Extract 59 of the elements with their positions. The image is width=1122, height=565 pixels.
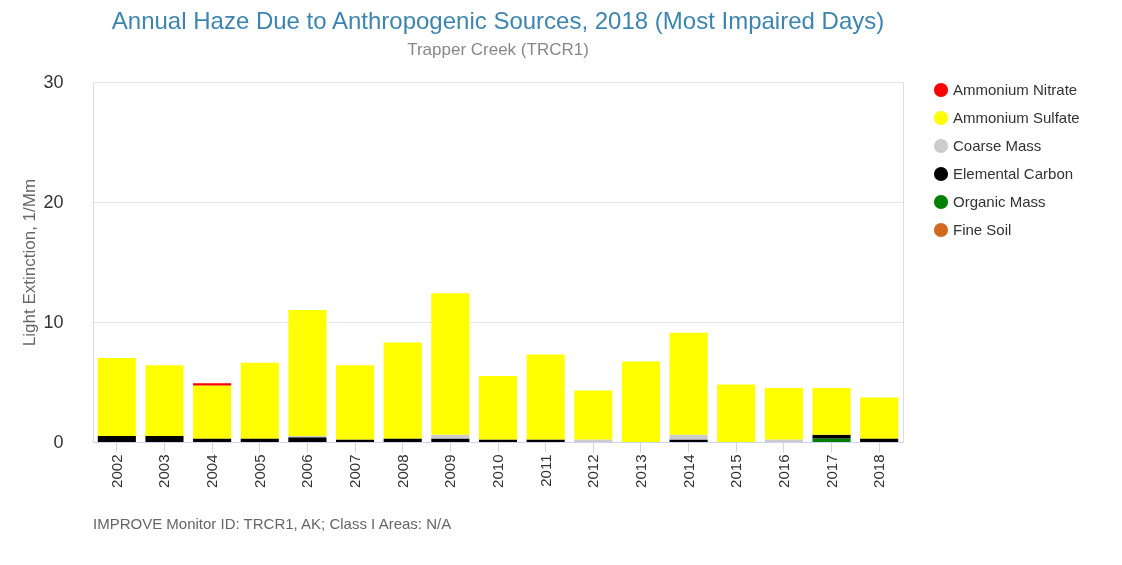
bar bbox=[240, 438, 279, 442]
bar bbox=[288, 437, 327, 442]
bar bbox=[860, 438, 899, 442]
legend-label: Coarse Mass bbox=[953, 137, 1042, 154]
y-tick-label: 20 bbox=[43, 191, 64, 212]
bar bbox=[478, 376, 518, 440]
bar bbox=[574, 390, 613, 440]
bar bbox=[383, 438, 422, 442]
x-tick-label: 2017 bbox=[822, 454, 840, 488]
x-tick-label: 2011 bbox=[536, 454, 554, 487]
bar bbox=[764, 388, 803, 440]
bar bbox=[336, 365, 375, 440]
legend-label: Organic Mass bbox=[953, 193, 1046, 210]
x-tick-label: 2018 bbox=[870, 454, 888, 488]
x-tick-label: 2003 bbox=[155, 454, 173, 488]
text: IMPROVE Monitor ID: TRCR1, AK; Class I Areas: N/A bbox=[93, 515, 452, 532]
legend-label: Ammonium Nitrate bbox=[953, 81, 1078, 98]
y-tick-label: 10 bbox=[43, 311, 64, 332]
bar bbox=[97, 358, 136, 436]
bar bbox=[431, 293, 470, 435]
bar bbox=[526, 354, 565, 440]
bar bbox=[383, 342, 422, 439]
x-tick-label: 2004 bbox=[203, 454, 221, 488]
bar bbox=[193, 385, 232, 439]
y-tick-label: 0 bbox=[53, 431, 64, 452]
x-tick-label: 2007 bbox=[346, 454, 364, 488]
bar bbox=[621, 361, 660, 442]
bar bbox=[193, 438, 232, 442]
x-tick-label: 2012 bbox=[584, 454, 602, 488]
bar bbox=[860, 397, 899, 439]
bar bbox=[288, 310, 327, 436]
x-tick-label: 2008 bbox=[393, 454, 411, 488]
bar bbox=[812, 438, 851, 442]
bar bbox=[431, 438, 470, 442]
x-tick-label: 2010 bbox=[489, 454, 506, 488]
bar bbox=[240, 362, 279, 439]
bar bbox=[193, 383, 232, 386]
y-tick-label: 30 bbox=[43, 71, 64, 92]
bar bbox=[145, 365, 184, 436]
legend-label: Fine Soil bbox=[953, 221, 1012, 238]
x-tick-label: 2006 bbox=[298, 454, 316, 488]
bar bbox=[145, 436, 184, 442]
x-tick-label: 2009 bbox=[441, 454, 459, 488]
x-tick-label: 2016 bbox=[774, 454, 792, 488]
x-tick-label: 2014 bbox=[679, 454, 697, 488]
bar bbox=[717, 384, 756, 442]
legend-label: Elemental Carbon bbox=[953, 165, 1074, 182]
legend-label: Ammonium Sulfate bbox=[953, 109, 1080, 126]
y-axis-title: Light Extinction, 1/Mm bbox=[20, 178, 40, 347]
x-tick-label: 2005 bbox=[250, 454, 268, 488]
bar bbox=[669, 434, 708, 440]
bar bbox=[97, 436, 136, 442]
x-tick-label: 2015 bbox=[727, 454, 745, 488]
chart-title: Annual Haze Due to Anthropogenic Sources, 2018 (Most Impaired Days) bbox=[111, 7, 885, 34]
x-tick-label: 2013 bbox=[631, 454, 649, 488]
bar bbox=[812, 388, 851, 435]
x-tick-label: 2002 bbox=[107, 454, 125, 488]
chart-subtitle: Trapper Creek (TRCR1) bbox=[407, 40, 589, 59]
bar bbox=[669, 332, 708, 435]
